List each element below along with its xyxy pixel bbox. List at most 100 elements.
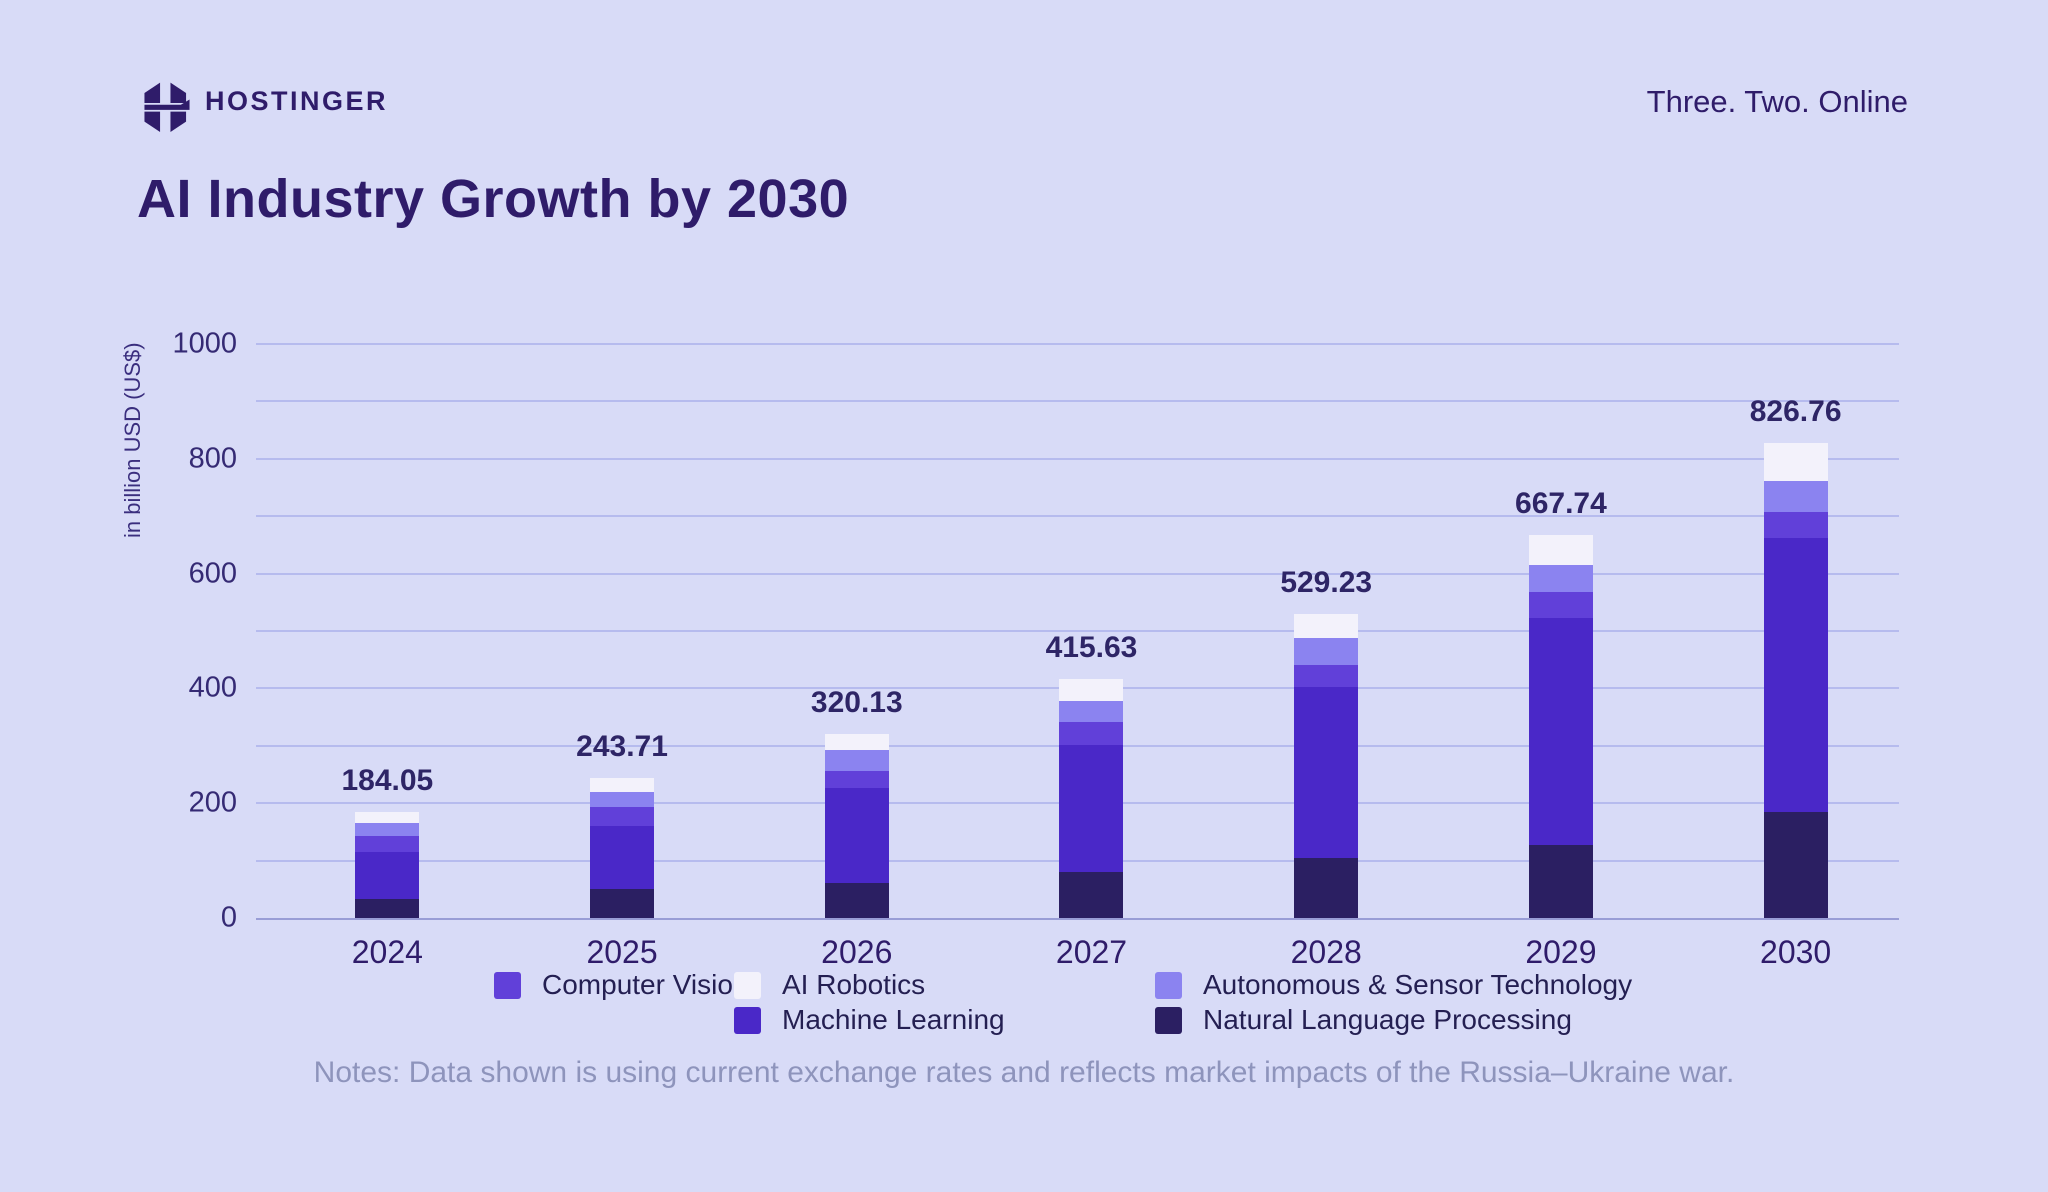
y-tick-label: 200 xyxy=(188,786,237,819)
legend-swatch xyxy=(1155,971,1182,999)
legend-swatch xyxy=(494,971,521,999)
legend-label: Natural Language Processing xyxy=(1203,1004,1572,1035)
x-axis-label: 2030 xyxy=(1760,934,1832,970)
bar-total-label: 243.71 xyxy=(576,730,668,764)
tagline-text: Three. Two. Online xyxy=(1646,84,1908,119)
stacked-bar-2029 xyxy=(1528,534,1593,918)
bar-slot-2024: 184.05 2024 xyxy=(270,344,505,970)
bar-segment xyxy=(1059,701,1124,722)
gridline xyxy=(256,572,1899,575)
bar-total-label: 415.63 xyxy=(1045,631,1138,665)
y-tick-label: 400 xyxy=(188,671,237,704)
stacked-bar-2030 xyxy=(1763,443,1828,918)
legend-column: AI Robotics Machine Learning xyxy=(734,969,1005,1035)
y-tick-label: 0 xyxy=(220,901,237,934)
bar-segment xyxy=(1294,664,1359,687)
gridline xyxy=(256,457,1899,460)
stacked-bar-2026 xyxy=(824,734,889,918)
bar-segment xyxy=(1059,872,1124,918)
y-tick-label: 600 xyxy=(188,557,237,590)
x-axis-label: 2029 xyxy=(1525,934,1597,970)
x-axis-label: 2028 xyxy=(1290,934,1362,970)
bar-segment xyxy=(1528,845,1593,918)
bar-segment xyxy=(1763,812,1828,918)
bar-slot-2030: 826.76 2030 xyxy=(1678,344,1913,970)
bar-segment xyxy=(1294,686,1359,859)
stacked-bar-2025 xyxy=(590,778,655,918)
bar-segment xyxy=(590,778,655,793)
bar-segment xyxy=(590,889,655,918)
bar-total-label: 320.13 xyxy=(810,686,903,720)
bar-segment xyxy=(1763,512,1828,539)
bar-segment xyxy=(355,823,420,836)
x-axis-label: 2026 xyxy=(821,934,893,970)
bar-segment xyxy=(824,734,889,751)
bar-total-label: 667.74 xyxy=(1515,486,1607,520)
bar-segment xyxy=(1059,744,1124,873)
legend-label: AI Robotics xyxy=(782,969,926,1000)
legend-item: Natural Language Processing xyxy=(1155,1004,1632,1035)
plot-area: 184.05 2024 243.71 2025 320.13 2026 415.63 2027… xyxy=(256,343,1899,970)
legend-label: Computer Vision xyxy=(542,969,749,1000)
bar-segment xyxy=(590,825,655,890)
bar-segment xyxy=(1294,637,1359,665)
bar-segment xyxy=(1763,443,1828,482)
y-axis-tick-labels: 0 200 400 600 800 1000 xyxy=(100,328,237,934)
bar-segment xyxy=(824,788,889,883)
legend-label: Autonomous & Sensor Technology xyxy=(1203,969,1633,1000)
bar-segment xyxy=(824,771,889,789)
bar-segment xyxy=(590,806,655,826)
header: HOSTINGER Three. Two. Online xyxy=(133,70,1908,136)
y-tick-label: 800 xyxy=(188,442,237,475)
legend-label: Machine Learning xyxy=(782,1004,1005,1035)
legend-swatch xyxy=(734,971,761,999)
gridline xyxy=(256,343,1899,345)
bar-slot-2026: 320.13 2026 xyxy=(739,344,974,970)
bar-segment xyxy=(1528,591,1593,619)
bar-segment xyxy=(1059,679,1124,702)
gridline xyxy=(256,630,1899,632)
bar-total-label: 826.76 xyxy=(1749,395,1842,429)
stacked-bar-2028 xyxy=(1294,614,1359,918)
bar-segment xyxy=(1059,722,1124,745)
y-tick-label: 1000 xyxy=(172,327,237,360)
bar-segment xyxy=(1294,614,1359,638)
bar-segment xyxy=(590,792,655,807)
legend-swatch xyxy=(734,1006,761,1034)
x-axis-label: 2024 xyxy=(351,934,423,970)
legend-column: Computer Vision xyxy=(494,969,749,1000)
gridline xyxy=(256,400,1899,403)
legend-item: Computer Vision xyxy=(494,969,749,1000)
bar-segment xyxy=(1528,534,1593,566)
bar-segment xyxy=(1528,565,1593,592)
x-axis-label: 2027 xyxy=(1055,934,1128,970)
brand-text: HOSTINGER xyxy=(205,86,389,116)
legend-column: Autonomous & Sensor Technology Natural La… xyxy=(1155,969,1633,1035)
hostinger-logo-icon xyxy=(144,82,190,132)
bar-total-label: 529.23 xyxy=(1280,566,1373,600)
x-axis-label: 2025 xyxy=(586,934,658,970)
bar-segment xyxy=(1528,618,1593,846)
bar-segment xyxy=(355,899,420,918)
bar-slot-2027: 415.63 2027 xyxy=(974,344,1209,970)
bar-segment xyxy=(355,835,420,852)
bar-segment xyxy=(824,750,889,772)
legend-swatch xyxy=(1155,1006,1182,1034)
bar-segment xyxy=(1763,538,1828,813)
bar-slot-2029: 667.74 2029 xyxy=(1444,344,1679,970)
bar-total-label: 184.05 xyxy=(341,764,434,798)
notes-text: Notes: Data shown is using current excha… xyxy=(313,1056,1735,1089)
stacked-bar-2024 xyxy=(355,812,420,918)
legend-item: Machine Learning xyxy=(734,1004,1005,1035)
bar-slot-2028: 529.23 2028 xyxy=(1209,344,1444,970)
bar-segment xyxy=(355,812,420,824)
legend-item: Autonomous & Sensor Technology xyxy=(1155,969,1633,1000)
page-title: AI Industry Growth by 2030 xyxy=(137,169,850,229)
bar-segment xyxy=(1763,481,1828,513)
bar-segment xyxy=(355,852,420,900)
bar-segment xyxy=(1294,858,1359,918)
gridline xyxy=(256,515,1899,518)
bar-segment xyxy=(824,883,889,918)
bar-slot-2025: 243.71 2025 xyxy=(505,344,740,970)
